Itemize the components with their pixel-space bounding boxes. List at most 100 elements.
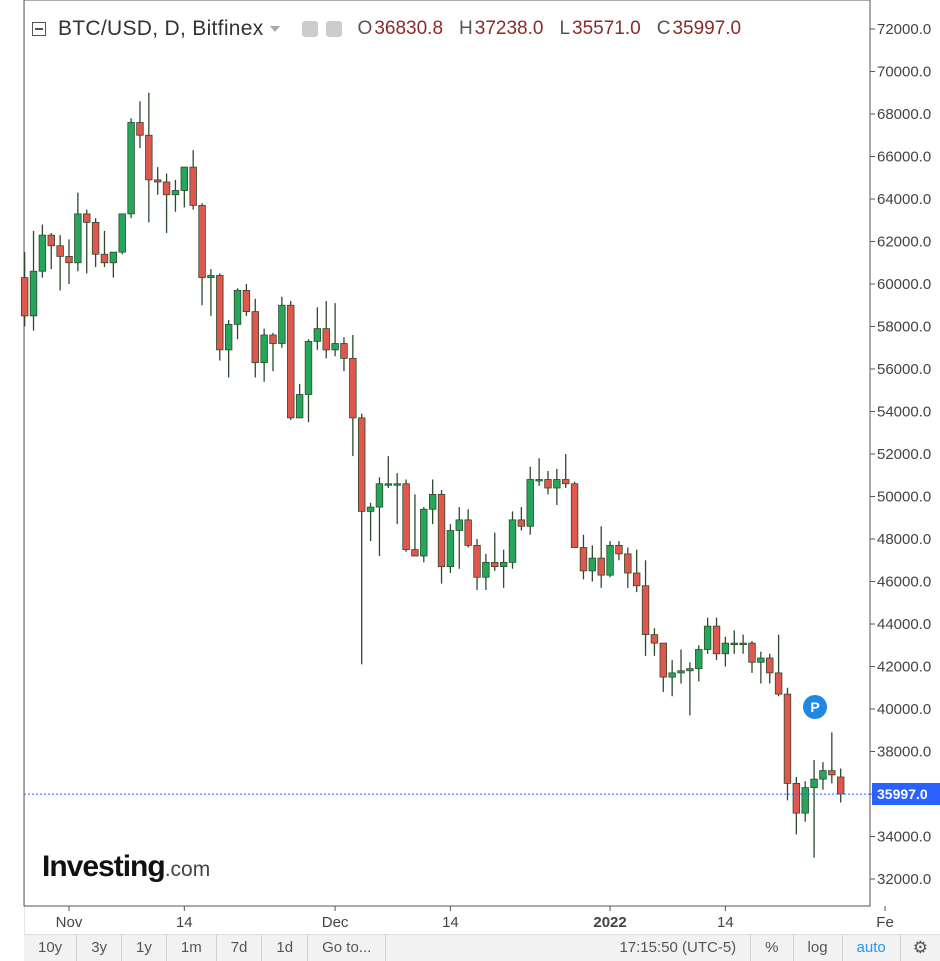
candle[interactable] [411, 494, 419, 557]
candle[interactable] [74, 192, 82, 272]
gear-icon[interactable] [325, 21, 342, 37]
candle[interactable] [428, 479, 437, 525]
range-1d-button[interactable]: 1d [262, 935, 309, 961]
candle[interactable] [420, 507, 428, 563]
candle[interactable] [624, 547, 632, 588]
candle[interactable] [836, 768, 845, 803]
candle[interactable] [47, 233, 55, 270]
candle[interactable] [659, 642, 667, 692]
candle[interactable] [180, 166, 189, 208]
candle[interactable] [278, 296, 286, 348]
candle[interactable] [606, 541, 614, 578]
candle[interactable] [650, 628, 659, 656]
candle[interactable] [402, 479, 410, 552]
candle[interactable] [579, 534, 588, 580]
range-7d-button[interactable]: 7d [217, 935, 263, 961]
candle[interactable] [171, 179, 180, 212]
candle[interactable] [695, 645, 703, 682]
candle[interactable] [437, 490, 446, 584]
candle[interactable] [766, 653, 774, 684]
candle[interactable] [29, 230, 38, 331]
candle[interactable] [783, 687, 792, 801]
clock-timezone[interactable]: 17:15:50 (UTC-5) [605, 935, 752, 961]
candle[interactable] [482, 553, 490, 590]
candle[interactable] [446, 524, 455, 573]
candle[interactable] [207, 269, 215, 316]
y-axis[interactable]: 72000.0 70000.0 68000.0 66000.0 64000.0 62000… [870, 21, 931, 888]
candle[interactable] [517, 507, 526, 531]
candle[interactable] [153, 167, 162, 195]
candle[interactable] [757, 651, 765, 684]
candle[interactable] [100, 230, 109, 267]
range-1m-button[interactable]: 1m [167, 935, 217, 961]
candle[interactable] [535, 458, 543, 486]
candle[interactable] [686, 662, 694, 716]
candle[interactable] [526, 466, 534, 535]
gear-icon[interactable]: ⚙ [912, 938, 928, 957]
range-3y-button[interactable]: 3y [77, 935, 123, 961]
candle[interactable] [801, 781, 809, 822]
candle[interactable] [313, 307, 322, 350]
candle[interactable] [499, 549, 508, 588]
candle[interactable] [65, 239, 73, 284]
candle[interactable] [721, 636, 730, 667]
percent-toggle[interactable]: % [751, 935, 794, 961]
candle[interactable] [358, 413, 366, 665]
candle[interactable] [145, 92, 153, 223]
candle[interactable] [491, 532, 499, 571]
candle[interactable] [792, 777, 801, 835]
settings-icon[interactable] [301, 21, 318, 37]
candle[interactable] [366, 502, 375, 542]
candle[interactable] [739, 634, 747, 654]
candle[interactable] [615, 541, 623, 561]
candle[interactable] [464, 509, 472, 548]
candle[interactable] [508, 511, 517, 569]
candle[interactable] [83, 209, 91, 274]
range-10y-button[interactable]: 10y [24, 935, 78, 961]
candle[interactable] [588, 545, 597, 582]
candle[interactable] [216, 273, 224, 361]
candle[interactable] [748, 641, 756, 673]
candle[interactable] [109, 251, 118, 278]
candle[interactable] [668, 660, 676, 697]
candle[interactable] [322, 301, 330, 359]
candle[interactable] [251, 298, 259, 378]
candle[interactable] [233, 288, 242, 340]
candle[interactable] [295, 383, 304, 419]
candle[interactable] [384, 456, 393, 488]
candle[interactable] [287, 301, 295, 420]
candle[interactable] [118, 213, 126, 255]
candle[interactable] [393, 473, 401, 525]
candle[interactable] [242, 284, 251, 316]
candle[interactable] [597, 526, 605, 588]
candle[interactable] [677, 649, 685, 684]
candle[interactable] [828, 732, 836, 784]
candle[interactable] [91, 218, 100, 267]
candle[interactable] [20, 252, 29, 327]
candle[interactable] [712, 617, 721, 661]
x-axis[interactable]: Nov 14 Dec 14 2022 14 Fe [56, 906, 894, 931]
candle[interactable] [641, 560, 650, 656]
log-toggle[interactable]: log [794, 935, 843, 961]
caret-down-icon[interactable] [269, 26, 280, 32]
goto-button[interactable]: Go to... [308, 935, 387, 961]
candle[interactable] [56, 235, 64, 291]
candle[interactable] [340, 337, 348, 372]
candle[interactable] [349, 335, 357, 457]
candle[interactable] [819, 762, 827, 790]
candle[interactable] [304, 339, 313, 423]
candle[interactable] [375, 477, 384, 556]
candle[interactable] [224, 320, 233, 378]
candle[interactable] [331, 303, 339, 357]
candle[interactable] [189, 150, 197, 210]
candle[interactable] [774, 634, 783, 697]
candle[interactable] [703, 617, 712, 654]
candle[interactable] [198, 203, 206, 306]
candle[interactable] [544, 471, 552, 495]
symbol-label[interactable]: BTC/USD, D, Bitfinex [58, 17, 264, 40]
candle[interactable] [127, 118, 135, 219]
candle[interactable] [136, 101, 144, 148]
collapse-icon[interactable] [32, 22, 46, 36]
candle[interactable] [38, 224, 47, 278]
